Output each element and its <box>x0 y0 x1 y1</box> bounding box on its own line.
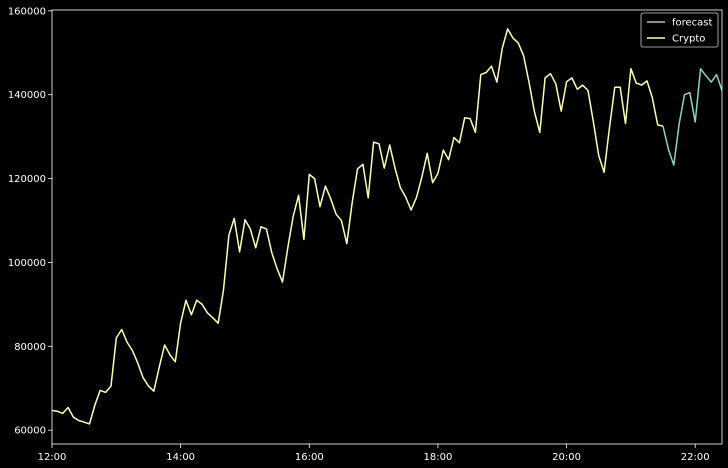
x-tick-label: 12:00 <box>38 452 67 463</box>
legend-label-forecast: forecast <box>672 18 713 29</box>
legend: forecast Crypto <box>640 12 719 48</box>
y-axis: 60000 80000 100000 120000 140000 160000 <box>8 6 52 437</box>
series-layer <box>51 28 723 425</box>
x-tick-label: 16:00 <box>295 452 324 463</box>
y-tick-label: 140000 <box>8 90 46 101</box>
legend-label-crypto: Crypto <box>672 34 705 45</box>
x-tick-label: 20:00 <box>552 452 581 463</box>
x-axis: 12:00 14:00 16:00 18:00 20:00 22:00 <box>38 444 710 463</box>
series-line-forecast <box>662 67 723 166</box>
y-tick-label: 120000 <box>8 174 46 185</box>
y-tick-label: 160000 <box>8 6 46 17</box>
y-tick-label: 60000 <box>14 426 46 437</box>
x-tick-label: 22:00 <box>681 452 710 463</box>
plot-frame <box>51 9 723 445</box>
x-tick-label: 18:00 <box>424 452 453 463</box>
y-tick-label: 80000 <box>14 342 46 353</box>
series-line-crypto <box>51 28 664 425</box>
x-tick-label: 14:00 <box>166 452 195 463</box>
y-tick-label: 100000 <box>8 258 46 269</box>
